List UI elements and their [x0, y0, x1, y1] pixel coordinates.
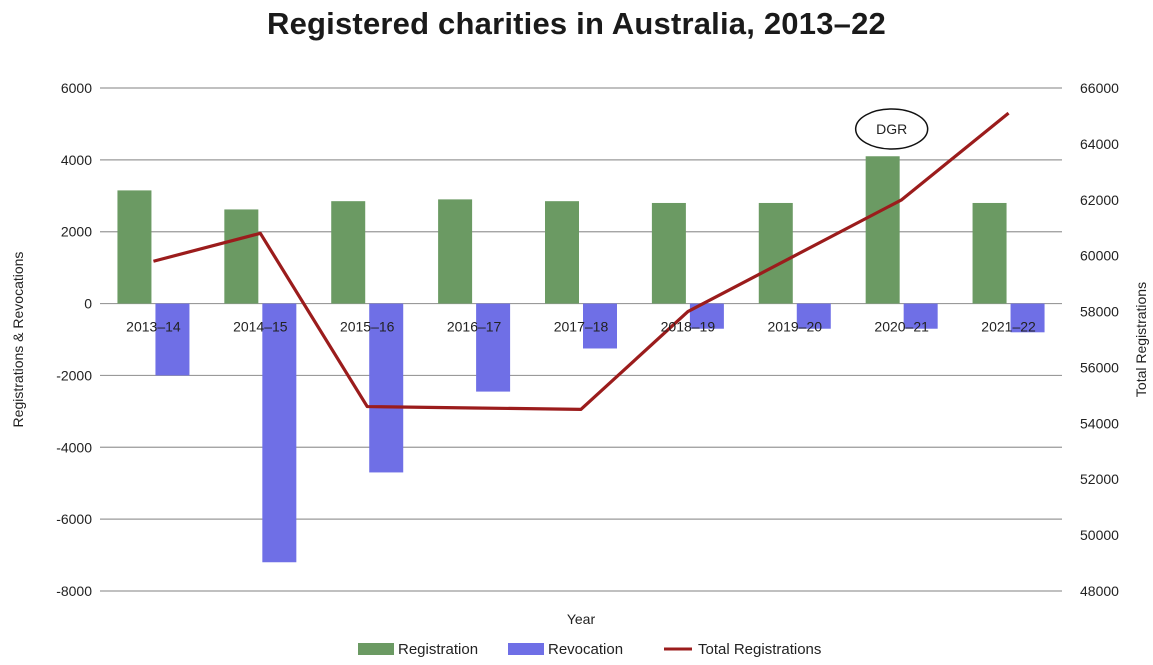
legend-total-label: Total Registrations: [698, 641, 821, 658]
revocation-bar: [903, 303, 938, 329]
y-left-tick-label: -6000: [56, 511, 92, 527]
registration-bar: [651, 202, 686, 304]
registration-bar: [438, 199, 473, 304]
x-category-label: 2014–15: [233, 319, 288, 335]
x-axis-title: Year: [567, 611, 596, 627]
revocation-bar: [583, 303, 617, 349]
dgr-annotation-label: DGR: [876, 121, 907, 137]
y-right-tick-label: 62000: [1080, 192, 1119, 208]
y-right-tick-label: 64000: [1080, 136, 1119, 152]
registration-bar: [545, 201, 579, 304]
dgr-annotation-ellipse: [854, 108, 929, 150]
legend-registration-swatch: [358, 643, 394, 655]
y-left-tick-label: -8000: [56, 583, 92, 599]
legend: Registration Revocation Total Registration…: [358, 641, 821, 658]
y-left-tick-label: -4000: [56, 439, 92, 455]
chart-title: Registered charities in Australia, 2013–…: [267, 6, 886, 41]
x-category-label: 2013–14: [126, 319, 181, 335]
y-left-tick-label: 2000: [61, 224, 92, 240]
registration-bar: [758, 202, 793, 304]
x-category-label: 2020–21: [874, 319, 929, 335]
x-category-label: 2019–20: [768, 319, 823, 335]
y-left-tick-label: 6000: [61, 80, 92, 96]
legend-revocation-swatch: [508, 643, 544, 655]
y-right-tick-label: 52000: [1080, 471, 1119, 487]
y-right-tick-label: 60000: [1080, 248, 1119, 264]
y-right-tick-label: 48000: [1080, 583, 1119, 599]
bar-series: [117, 156, 1045, 563]
registration-bar: [972, 202, 1007, 304]
revocation-bar: [155, 303, 190, 376]
legend-revocation-label: Revocation: [548, 641, 623, 658]
y-right-tick-label: 54000: [1080, 415, 1119, 431]
x-category-label: 2018–19: [661, 319, 716, 335]
registration-bar: [331, 201, 366, 304]
x-category-label: 2017–18: [554, 319, 609, 335]
y-right-axis-title: Total Registrations: [1133, 282, 1149, 397]
y-left-tick-label: -2000: [56, 367, 92, 383]
y-right-tick-label: 50000: [1080, 527, 1119, 543]
line-series: [153, 111, 1010, 411]
revocation-bar: [476, 303, 511, 392]
annotation: DGR: [854, 108, 929, 150]
revocation-bar: [796, 303, 831, 329]
y-right-tick-label: 58000: [1080, 304, 1119, 320]
y-right-tick-label: 56000: [1080, 359, 1119, 375]
revocation-bar: [262, 303, 297, 563]
tick-labels: 6000 4000 2000 0 -2000 -4000 -6000 -8000 66000 64…: [10, 80, 1149, 627]
registration-bar: [224, 209, 259, 304]
y-left-tick-label: 0: [84, 296, 92, 312]
y-left-axis-title: Registrations & Revocations: [10, 252, 26, 428]
total-registrations-line: [153, 111, 1010, 411]
y-left-tick-label: 4000: [61, 152, 92, 168]
x-category-label: 2015–16: [340, 319, 395, 335]
registration-bar: [117, 190, 152, 304]
x-category-label: 2016–17: [447, 319, 502, 335]
gridlines: [100, 87, 1062, 592]
x-category-label: 2021–22: [981, 319, 1036, 335]
revocation-bar: [369, 303, 404, 473]
revocation-bar: [1010, 303, 1045, 333]
y-right-tick-label: 66000: [1080, 80, 1119, 96]
legend-registration-label: Registration: [398, 641, 478, 658]
registration-bar: [865, 156, 900, 304]
